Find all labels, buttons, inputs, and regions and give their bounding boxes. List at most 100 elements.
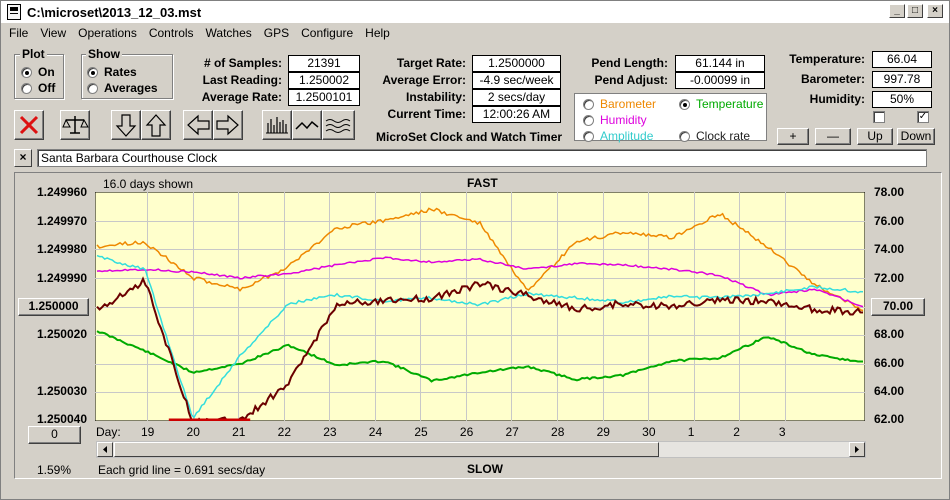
minimize-button[interactable]: _ — [889, 4, 905, 18]
right-value-button[interactable]: 70.00 — [871, 298, 925, 316]
temperature-reading-label: Temperature: — [789, 52, 865, 66]
scale-plus-button[interactable]: + — [777, 128, 809, 145]
scale-minus-button[interactable]: — — [815, 128, 851, 145]
samples-field: 21391 — [288, 55, 360, 72]
menu-help[interactable]: Help — [365, 26, 390, 40]
menu-controls[interactable]: Controls — [148, 26, 194, 40]
right-tick: 74.00 — [874, 242, 905, 256]
day-tick-label: 26 — [459, 425, 474, 439]
temperature-label: Temperature — [696, 97, 764, 111]
day-tick-label: 30 — [642, 425, 656, 439]
rate-chart[interactable] — [95, 192, 865, 421]
clock-rate-label: Clock rate — [696, 129, 751, 143]
grid-note: Each grid line = 0.691 secs/day — [98, 463, 266, 477]
show-rates-radio[interactable]: Rates — [87, 65, 137, 79]
balance-button[interactable] — [60, 110, 90, 140]
window-title: C:\microset\2013_12_03.mst — [27, 4, 202, 20]
show-averages-radio[interactable]: Averages — [87, 81, 158, 95]
amplitude-radio[interactable]: Amplitude — [583, 129, 653, 143]
window-controls: _ □ × — [889, 4, 943, 18]
wave-graph-icon — [325, 119, 351, 133]
scale-down-button[interactable]: Down — [897, 128, 935, 145]
show-averages-label: Averages — [104, 81, 158, 95]
arrow-left-button[interactable] — [183, 110, 213, 140]
scroll-thumb[interactable] — [114, 442, 659, 457]
bars-view-button[interactable] — [262, 110, 292, 140]
triangle-left-icon — [103, 446, 107, 453]
current-time-field: 12:00:26 AM — [472, 106, 561, 123]
left-checkbox[interactable] — [873, 111, 885, 123]
bar-graph-icon — [266, 117, 288, 134]
menu-operations[interactable]: Operations — [78, 26, 137, 40]
day-tick-label: 1 — [687, 425, 695, 439]
plot-group-title: Plot — [20, 47, 47, 61]
humidity-reading-field: 50% — [872, 91, 932, 108]
clock-name-field[interactable]: Santa Barbara Courthouse Clock — [37, 149, 927, 167]
menu-file[interactable]: File — [9, 26, 29, 40]
plot-off-label: Off — [38, 81, 56, 95]
radio-dot — [679, 98, 690, 110]
right-tick: 66.00 — [874, 356, 905, 370]
left-tick: 1.250040 — [36, 412, 87, 426]
zero-button[interactable]: 0 — [28, 426, 81, 444]
radio-dot — [583, 98, 594, 110]
menu-configure[interactable]: Configure — [301, 26, 354, 40]
right-tick: 68.00 — [874, 327, 905, 341]
radio-dot — [583, 130, 594, 142]
last-reading-label: Last Reading: — [202, 73, 282, 87]
barometer-radio[interactable]: Barometer — [583, 97, 656, 111]
arrow-right-button[interactable] — [213, 110, 243, 140]
arrow-right-icon — [216, 114, 239, 136]
right-tick: 76.00 — [874, 214, 905, 228]
horizontal-scrollbar[interactable] — [96, 441, 866, 458]
radio-dot — [87, 82, 98, 94]
clock-rate-radio[interactable]: Clock rate — [679, 129, 750, 143]
menu-gps[interactable]: GPS — [263, 26, 290, 40]
pend-length-field: 61.144 in — [675, 55, 765, 72]
wave-view-button[interactable] — [322, 110, 355, 140]
scroll-right-button[interactable] — [849, 442, 865, 457]
sensor-selector — [574, 93, 767, 141]
arrow-down-button[interactable] — [111, 110, 141, 140]
average-rate-field: 1.2500101 — [288, 89, 360, 106]
day-tick-label: 27 — [505, 425, 519, 439]
average-rate-label: Average Rate: — [201, 90, 282, 104]
line-graph-icon — [295, 120, 319, 130]
right-tick: 72.00 — [874, 271, 905, 285]
app-caption: MicroSet Clock and Watch Timer — [376, 130, 563, 144]
last-reading-field: 1.250002 — [288, 72, 360, 89]
menu-view[interactable]: View — [40, 26, 67, 40]
plot-on-radio[interactable]: On — [21, 65, 55, 79]
day-tick-label: 22 — [277, 425, 292, 439]
day-tick-label: 3 — [778, 425, 786, 439]
target-rate-label: Target Rate: — [396, 56, 466, 70]
scroll-left-button[interactable] — [97, 442, 113, 457]
clear-name-button[interactable]: × — [14, 149, 32, 167]
barometer-reading-label: Barometer: — [800, 72, 865, 86]
plot-off-radio[interactable]: Off — [21, 81, 55, 95]
scale-up-button[interactable]: Up — [857, 128, 893, 145]
right-tick: 64.00 — [874, 384, 905, 398]
clear-button[interactable] — [14, 110, 44, 140]
barometer-label: Barometer — [600, 97, 657, 111]
left-tick: 1.250030 — [36, 384, 87, 398]
left-value-button[interactable]: 1.250000 — [18, 298, 89, 316]
line-view-button[interactable] — [292, 110, 322, 140]
app-icon — [7, 4, 21, 20]
samples-label: # of Samples: — [203, 56, 282, 70]
menu-watches[interactable]: Watches — [205, 26, 252, 40]
barometer-reading-field: 997.78 — [872, 71, 932, 88]
day-tick-label: 24 — [368, 425, 383, 439]
humidity-radio[interactable]: Humidity — [583, 113, 647, 127]
arrow-up-button[interactable] — [141, 110, 171, 140]
arrow-left-icon — [187, 114, 210, 136]
right-checkbox[interactable]: ✓ — [917, 111, 929, 123]
left-tick: 1.249970 — [36, 214, 87, 228]
close-window-button[interactable]: × — [927, 4, 943, 18]
maximize-button[interactable]: □ — [907, 4, 923, 18]
temperature-radio[interactable]: Temperature — [679, 97, 763, 111]
radio-dot — [87, 66, 98, 78]
show-rates-label: Rates — [104, 65, 137, 79]
series-line-rate — [96, 276, 864, 421]
